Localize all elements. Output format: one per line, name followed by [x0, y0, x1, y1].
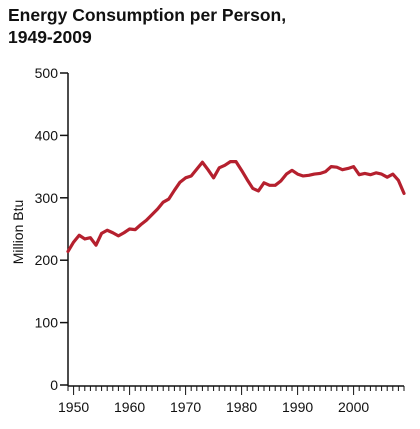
- y-tick-label: 200: [35, 252, 59, 268]
- y-tick-label: 100: [35, 315, 59, 331]
- y-tick-label: 500: [35, 65, 59, 81]
- series-line: [66, 160, 406, 254]
- y-axis-label: Million Btu: [10, 200, 26, 265]
- x-tick-label: 1970: [170, 399, 201, 415]
- x-tick-label: 1990: [282, 399, 313, 415]
- chart-title-line-2: 1949-2009: [8, 27, 92, 47]
- chart-title-line-1: Energy Consumption per Person,: [8, 5, 287, 25]
- chart-title: Energy Consumption per Person, 1949-2009: [8, 4, 286, 48]
- x-tick-label: 1960: [114, 399, 145, 415]
- series-group: [66, 160, 406, 254]
- y-tick-label: 400: [35, 127, 59, 143]
- y-tick-label: 0: [50, 377, 58, 393]
- axes: 0 100 200 300 400 500 1950 1960 1970 1980 1990 2000: [35, 65, 405, 415]
- x-tick-label: 1980: [226, 399, 257, 415]
- x-tick-label: 2000: [338, 399, 369, 415]
- x-tick-label: 1950: [58, 399, 89, 415]
- y-tick-label: 300: [35, 190, 59, 206]
